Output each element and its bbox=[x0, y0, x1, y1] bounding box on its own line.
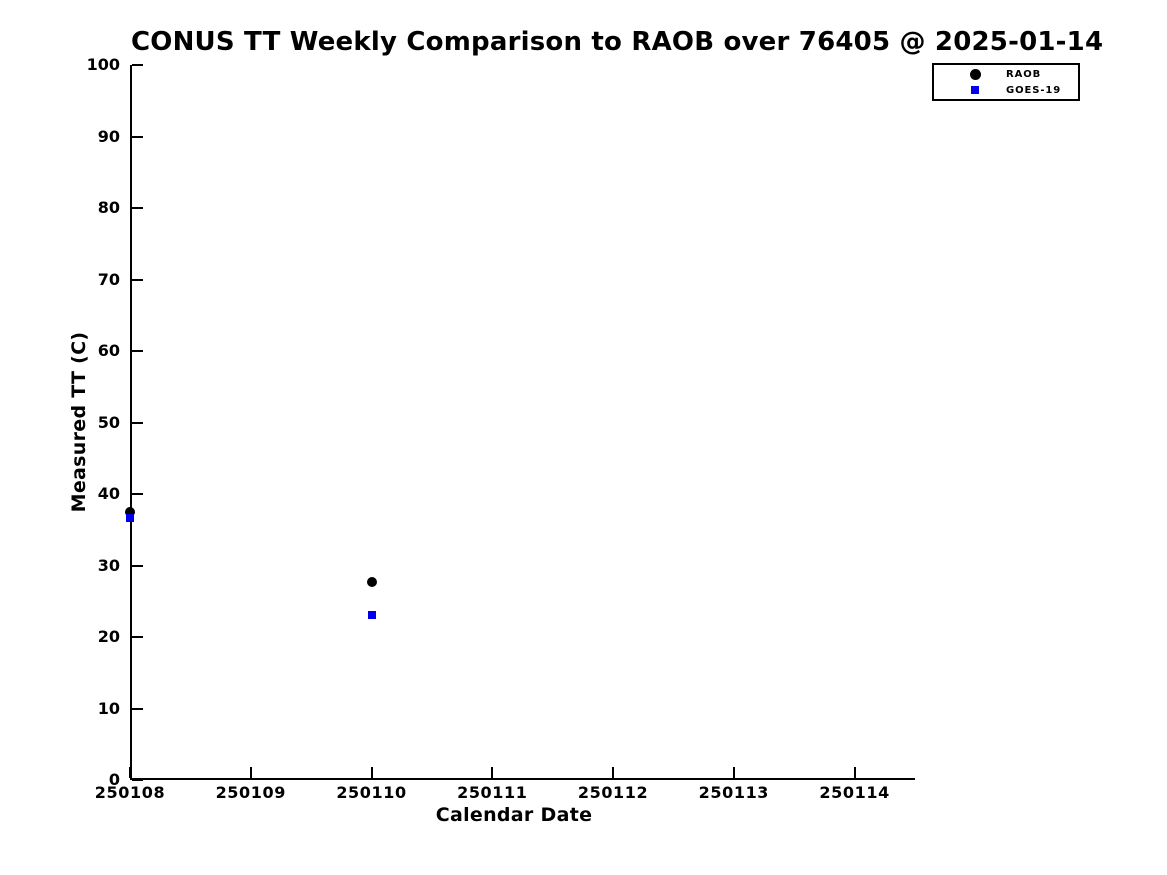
y-tick-label: 50 bbox=[97, 412, 120, 432]
raob-data-marker bbox=[125, 506, 135, 517]
raob-data-marker bbox=[366, 576, 377, 587]
circle-icon bbox=[969, 68, 981, 80]
legend-item-raob: RAOB bbox=[934, 68, 1078, 81]
x-tick-label: 250114 bbox=[819, 783, 890, 802]
y-tick-label: 90 bbox=[97, 126, 120, 146]
y-tick-label: 20 bbox=[97, 627, 120, 646]
y-tick-label: 100 bbox=[86, 55, 120, 74]
x-tick-mark bbox=[249, 767, 252, 778]
x-tick-label: 250113 bbox=[698, 783, 770, 802]
y-tick-mark bbox=[132, 707, 143, 710]
y-tick-mark bbox=[132, 421, 143, 424]
legend-marker-cell bbox=[968, 68, 982, 80]
y-tick-label: 80 bbox=[97, 198, 120, 217]
x-tick-mark bbox=[732, 767, 735, 778]
y-tick-mark bbox=[132, 278, 143, 281]
goes-19-data-marker bbox=[367, 610, 376, 619]
square-icon bbox=[971, 86, 979, 94]
y-tick-mark bbox=[132, 64, 143, 66]
legend: RAOB GOES-19 bbox=[932, 63, 1080, 101]
x-tick-label: 250109 bbox=[215, 783, 286, 802]
x-tick-label: 250112 bbox=[577, 783, 649, 802]
x-tick-label: 250110 bbox=[336, 783, 407, 802]
x-tick-label: 250108 bbox=[94, 783, 166, 802]
x-tick-mark bbox=[370, 767, 373, 778]
legend-item-goes-19: GOES-19 bbox=[934, 84, 1078, 97]
y-tick-mark bbox=[132, 564, 143, 567]
x-tick-label: 250111 bbox=[457, 783, 528, 802]
y-axis-line bbox=[130, 65, 132, 780]
x-tick-mark bbox=[129, 767, 131, 778]
y-tick-mark bbox=[132, 350, 143, 352]
goes-19-data-marker bbox=[126, 513, 134, 522]
legend-label: RAOB bbox=[1006, 68, 1042, 80]
y-tick-mark bbox=[132, 779, 143, 781]
legend-marker-cell bbox=[968, 86, 982, 94]
x-tick-mark bbox=[612, 767, 615, 778]
y-tick-mark bbox=[132, 636, 143, 638]
y-tick-label: 30 bbox=[97, 555, 120, 575]
y-tick-mark bbox=[132, 207, 143, 209]
y-tick-mark bbox=[132, 135, 143, 138]
y-tick-label: 40 bbox=[97, 484, 120, 503]
chart-title: CONUS TT Weekly Comparison to RAOB over … bbox=[131, 27, 1104, 57]
y-tick-label: 70 bbox=[97, 269, 120, 289]
x-tick-mark bbox=[491, 767, 494, 778]
y-tick-mark bbox=[132, 493, 143, 495]
plot-area: 0 10 20 30 40 50 60 70 80 90 100 250108 250109 250110… bbox=[87, 55, 915, 802]
x-axis-title: Calendar Date bbox=[435, 804, 593, 826]
x-tick-mark bbox=[853, 767, 856, 778]
y-tick-label: 60 bbox=[97, 341, 120, 360]
legend-label: GOES-19 bbox=[1006, 84, 1062, 96]
x-axis-line bbox=[130, 778, 915, 780]
y-tick-label: 0 bbox=[108, 770, 120, 789]
y-tick-label: 10 bbox=[97, 698, 120, 718]
